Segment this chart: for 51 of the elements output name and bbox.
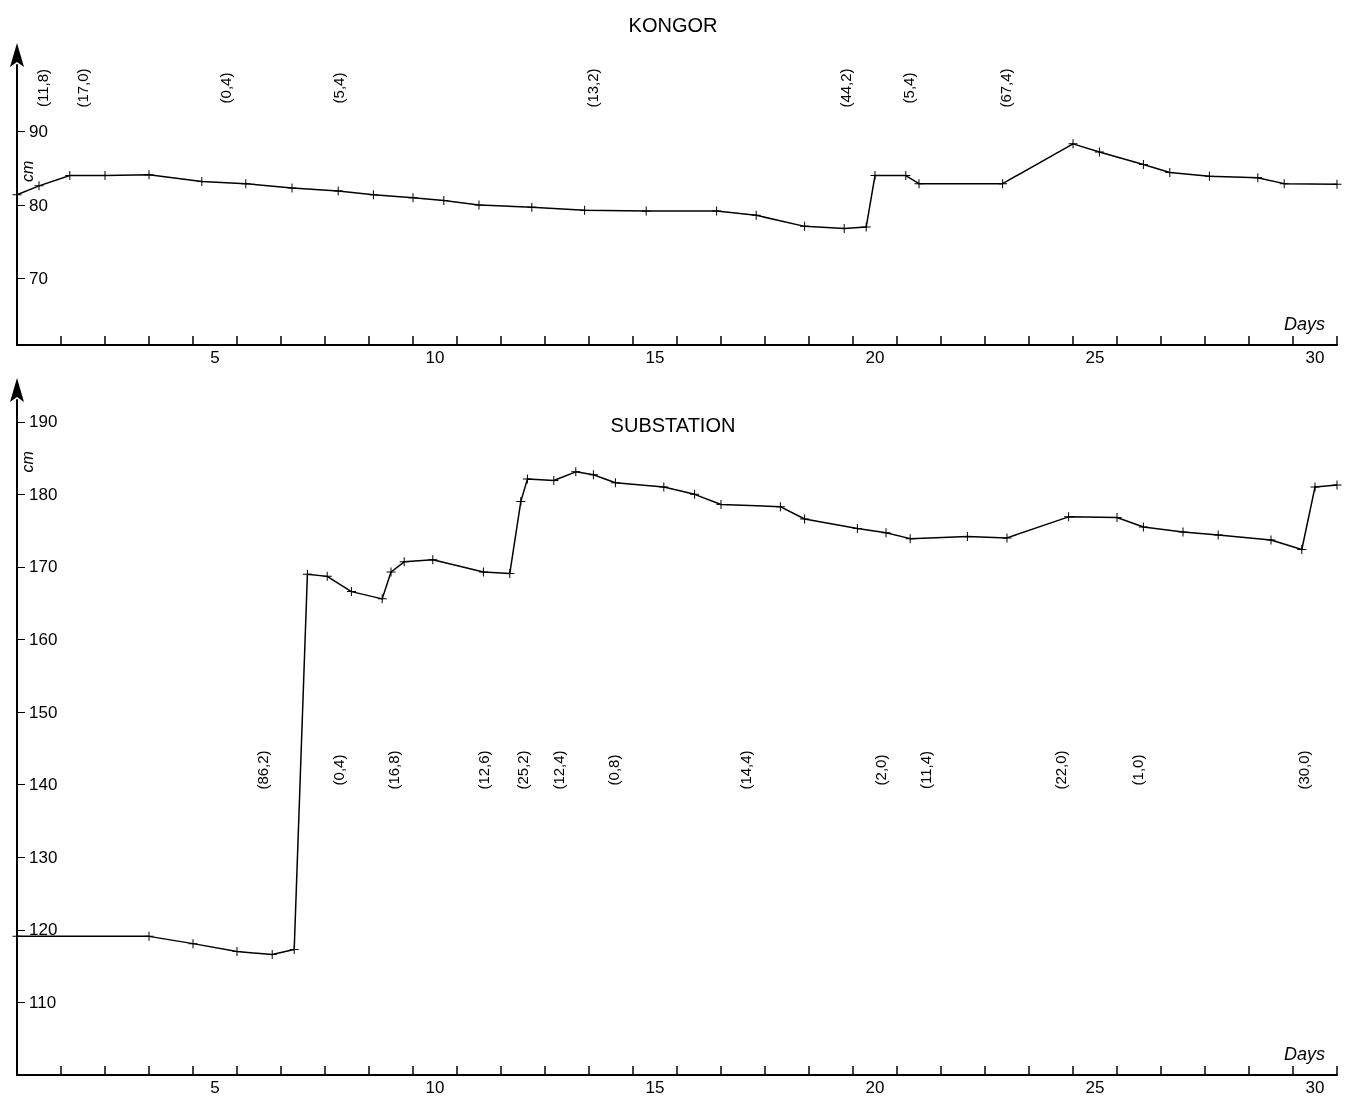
annotation: (17,0) <box>73 68 91 108</box>
x-tick-label: 15 <box>645 348 665 367</box>
annotation: (5,4) <box>899 72 917 104</box>
annotation: (0,4) <box>329 754 347 786</box>
annotation: (2,0) <box>871 754 889 786</box>
x-tick-label: 25 <box>1085 348 1105 367</box>
annotation: (14,4) <box>736 750 754 790</box>
annotation: (11,8) <box>33 68 51 108</box>
y-tick-label: 130 <box>29 847 58 867</box>
y-tick-label: 70 <box>29 269 48 289</box>
annotation: (1,0) <box>1128 754 1146 786</box>
x-tick-label: 5 <box>210 1078 220 1097</box>
annotation: (16,8) <box>384 750 402 790</box>
x-tick-label: 20 <box>865 348 885 367</box>
y-tick-label: 170 <box>29 557 58 577</box>
x-axis-title: Days <box>1283 1044 1325 1064</box>
x-tick-label: 30 <box>1305 348 1325 367</box>
annotation: (30,0) <box>1294 750 1312 790</box>
x-tick-label: 10 <box>425 348 445 367</box>
y-tick-label: 120 <box>29 920 58 940</box>
annotation: (12,4) <box>549 750 567 790</box>
annotation: (13,2) <box>583 68 601 108</box>
y-tick-label: 140 <box>29 775 58 795</box>
x-tick-label: 10 <box>425 1078 445 1097</box>
y-axis-title: cm <box>18 451 36 473</box>
annotation: (0,8) <box>604 754 622 786</box>
annotation: (44,2) <box>836 68 854 108</box>
y-tick-label: 190 <box>29 412 58 432</box>
annotation: (11,4) <box>916 750 934 790</box>
y-axis-title: cm <box>18 160 36 182</box>
y-tick-label: 90 <box>29 121 48 141</box>
x-tick-label: 30 <box>1305 1078 1325 1097</box>
y-tick-label: 150 <box>29 702 58 722</box>
annotation: (22,0) <box>1051 750 1069 790</box>
x-tick-label: 25 <box>1085 1078 1105 1097</box>
text: SUBSTATION <box>610 414 736 436</box>
annotation: (67,4) <box>996 68 1014 108</box>
x-tick-label: 5 <box>210 348 220 367</box>
x-axis-title: Days <box>1283 314 1325 334</box>
y-tick-label: 80 <box>29 195 48 215</box>
y-tick-label: 160 <box>29 630 58 650</box>
annotation: (86,2) <box>253 750 271 790</box>
x-tick-label: 15 <box>645 1078 665 1097</box>
x-tick-label: 20 <box>865 1078 885 1097</box>
annotation: (25,2) <box>513 750 531 790</box>
y-tick-label: 180 <box>29 484 58 504</box>
y-tick-label: 110 <box>29 992 57 1012</box>
annotation: (12,6) <box>474 750 492 790</box>
chart-title: KONGOR <box>628 14 718 36</box>
annotation: (5,4) <box>329 72 347 104</box>
annotation: (0,4) <box>216 72 234 104</box>
